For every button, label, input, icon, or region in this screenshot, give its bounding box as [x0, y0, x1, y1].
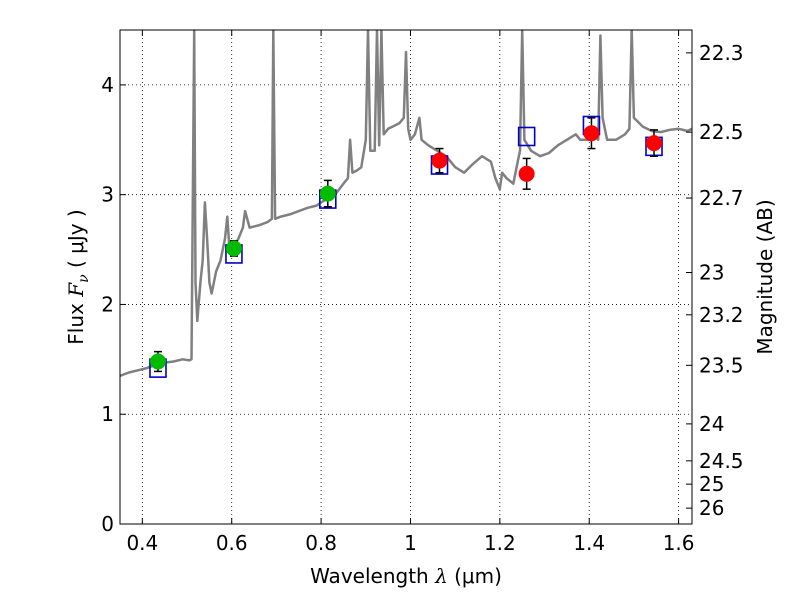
plot-area: [120, 30, 692, 378]
y-axis-title: Flux Fν ( μJy ): [64, 209, 92, 344]
x-tick-label: 1: [404, 531, 417, 555]
x-tick-label: 1.4: [573, 531, 605, 555]
y2-tick-label: 25: [699, 472, 724, 496]
y-tick-label: 0: [101, 512, 114, 536]
x-axis-title-symbol: λ: [434, 564, 454, 588]
observed-photometry-point: [646, 135, 663, 152]
y-axis-title-word: Flux: [64, 297, 88, 345]
axes-frame: [119, 29, 693, 525]
y-axis-title-symbol: F: [64, 282, 88, 298]
y2-tick-label: 22.3: [699, 41, 744, 65]
y-tick-label: 4: [101, 73, 114, 97]
y2-axis-title: Magnitude (AB): [753, 199, 777, 354]
y2-tick-label: 24.5: [699, 449, 744, 473]
y-tick-label: 1: [101, 402, 114, 426]
x-axis-title-unit: (μm): [454, 564, 502, 588]
y2-tick-label: 22.7: [699, 186, 744, 210]
observed-photometry-point: [149, 353, 166, 370]
x-tick-label: 0.6: [216, 531, 248, 555]
y-axis-title-unit: ( μJy ): [64, 209, 88, 274]
y2-tick-label: 26: [699, 496, 724, 520]
x-axis-title: Wavelength λ (μm): [310, 564, 502, 588]
x-tick-label: 0.4: [126, 531, 158, 555]
axis-labels: 0.4 0.6 0.8 1 1.2 1.4 1.60123422.322.522.72323…: [64, 41, 777, 588]
y2-tick-label: 23.5: [699, 353, 744, 377]
x-axis-title-word: Wavelength: [310, 564, 435, 588]
y2-tick-label: 23.2: [699, 303, 744, 327]
y-tick-label: 3: [101, 183, 114, 207]
observed-photometry-point: [583, 125, 600, 142]
x-tick-label: 0.8: [305, 531, 337, 555]
y2-tick-label: 22.5: [699, 120, 744, 144]
y-axis-title-subscript: ν: [76, 274, 92, 283]
y-tick-label: 2: [101, 292, 114, 316]
observed-photometry-point: [225, 240, 242, 257]
x-tick-label: 1.6: [663, 531, 695, 555]
observed-photometry-point: [518, 165, 535, 182]
y2-tick-label: 23: [699, 261, 724, 285]
spectrum-line: [120, 30, 692, 377]
x-tick-label: 1.2: [484, 531, 516, 555]
model-photometry-marker: [517, 126, 536, 147]
observed-photometry-point: [431, 152, 448, 169]
observed-photometry-point: [319, 185, 336, 202]
axis-ticks: [120, 30, 692, 525]
y2-tick-label: 24: [699, 412, 724, 436]
